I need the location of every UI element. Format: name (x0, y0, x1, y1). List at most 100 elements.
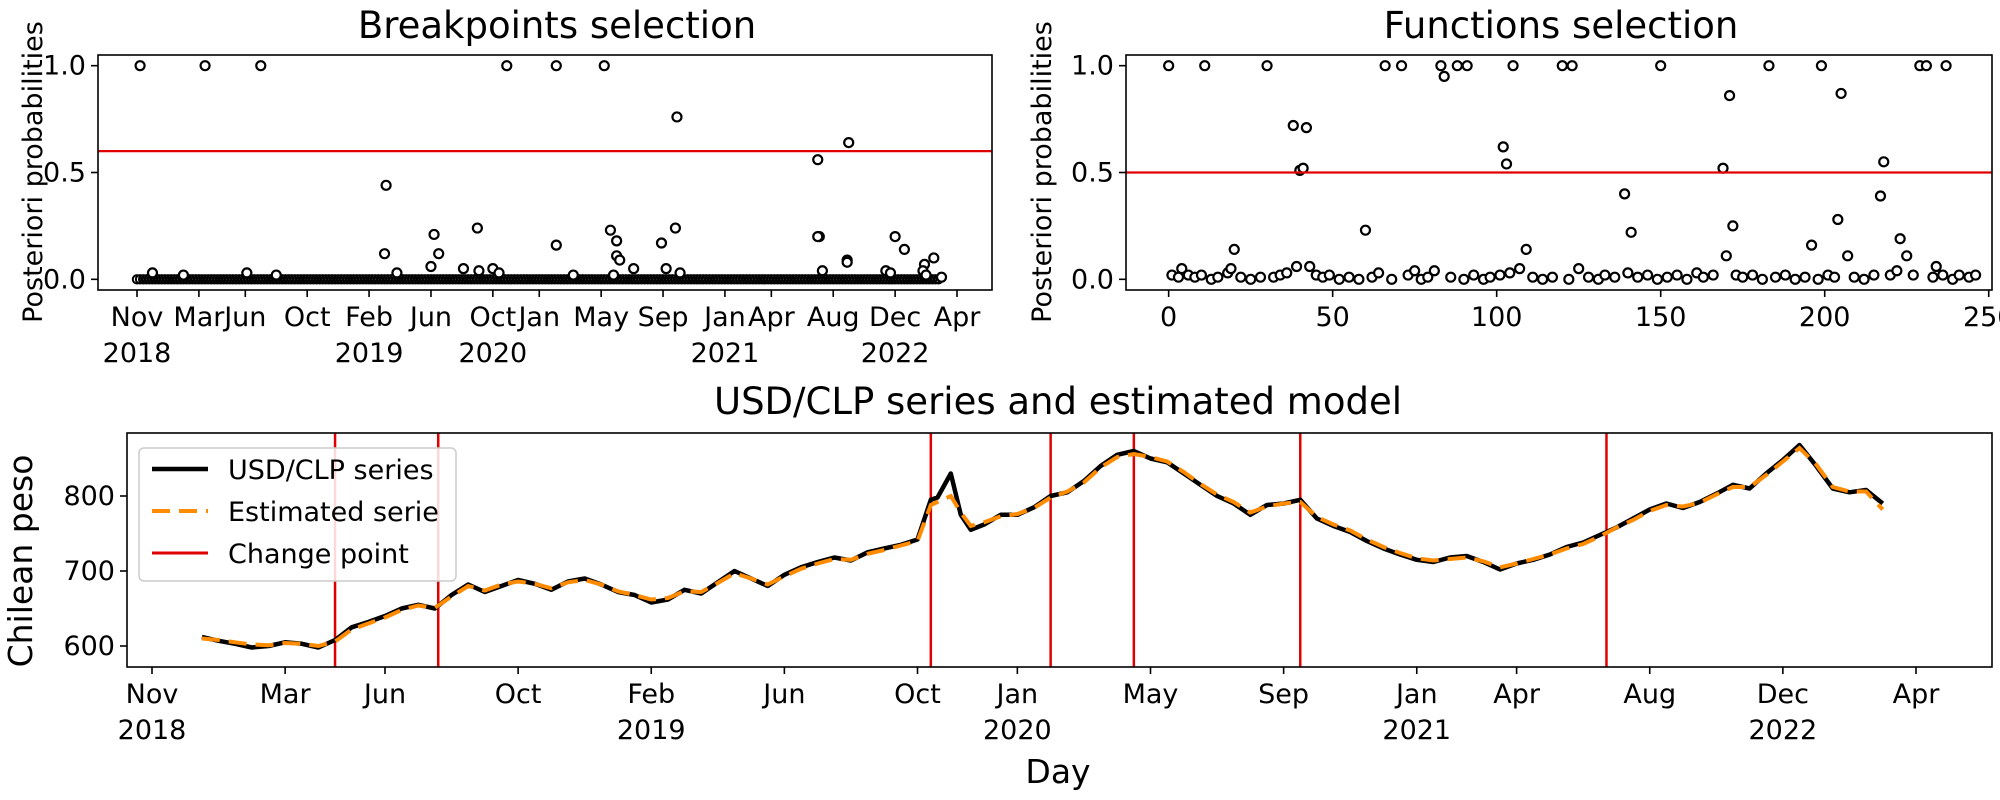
breakpoint-point (671, 111, 683, 123)
breakpoint-point (889, 230, 901, 243)
legend-box (138, 447, 457, 582)
breakpoint-point (473, 265, 485, 277)
function-point (1500, 158, 1513, 170)
breakpoint-point (614, 254, 626, 266)
x-tick-label: 250 (1963, 302, 2000, 333)
breakpoint-point (628, 263, 640, 275)
function-point (1507, 60, 1519, 72)
function-point (1907, 269, 1919, 281)
y-tick-label: 0.5 (1071, 158, 1114, 189)
function-point (1438, 70, 1450, 82)
legend: USD/CLP series Estimated serie Change po… (138, 447, 457, 582)
function-point (1858, 273, 1870, 285)
breakpoint-point (501, 60, 513, 72)
x-tick-year: 2019 (335, 338, 404, 369)
functions-title: Functions selection (1384, 4, 1739, 47)
function-point (1573, 263, 1585, 275)
function-point (1842, 250, 1854, 262)
function-point (1461, 60, 1473, 72)
function-point (1737, 271, 1749, 283)
breakpoint-point (550, 239, 562, 251)
function-point (1868, 269, 1880, 281)
function-point (1359, 224, 1372, 236)
function-point (1372, 267, 1385, 279)
x-tick-label: May (1123, 679, 1179, 710)
function-point (1245, 273, 1257, 285)
x-tick-year: 2021 (691, 338, 760, 369)
breakpoint-point (660, 263, 672, 275)
function-point (1953, 269, 1965, 281)
breakpoint-point (199, 60, 211, 72)
x-tick-label: Mar (260, 679, 312, 710)
breakpoint-point (550, 60, 562, 72)
function-point (1671, 269, 1683, 281)
breakpoint-point (391, 267, 403, 279)
function-point (1536, 273, 1549, 285)
function-point (1582, 271, 1595, 283)
function-point (1254, 271, 1267, 283)
function-point (1619, 188, 1631, 200)
function-point (1504, 267, 1516, 279)
function-point (1891, 265, 1903, 277)
function-point (1261, 60, 1273, 72)
breakpoint-point (567, 269, 579, 281)
legend-label-series: USD/CLP series (228, 455, 434, 486)
x-tick-label: Apr (1893, 679, 1941, 710)
x-tick-label: Dec (1757, 679, 1809, 710)
y-tick-label: 0.5 (43, 158, 86, 189)
x-tick-label: Nov (111, 302, 164, 333)
y-tick-label: 0.0 (43, 264, 86, 295)
breakpoint-point (270, 269, 282, 281)
breakpoints-panel: Breakpoints selection Posteriori probabi… (18, 4, 993, 369)
x-tick-year: 2020 (983, 715, 1052, 746)
function-point (1937, 269, 1949, 281)
function-point (1835, 87, 1847, 100)
function-point (1874, 190, 1887, 202)
function-point (1661, 271, 1673, 283)
function-point (1353, 273, 1365, 285)
breakpoints-title: Breakpoints selection (358, 4, 756, 47)
breakpoint-point (177, 269, 190, 281)
function-point (1281, 267, 1293, 279)
y-tick-label: 1.0 (1071, 51, 1114, 82)
breakpoint-point (812, 154, 824, 166)
function-point (1746, 269, 1759, 281)
breakpoint-point (457, 263, 470, 275)
breakpoint-point (669, 222, 682, 234)
function-point (1225, 263, 1237, 275)
function-point (1930, 260, 1942, 273)
function-point (1812, 273, 1824, 285)
x-tick-year: 2022 (1749, 715, 1818, 746)
x-tick-label: May (573, 302, 629, 333)
x-tick-label: Jan (516, 302, 560, 333)
function-point (1681, 273, 1693, 285)
function-point (1176, 263, 1188, 275)
breakpoint-point (843, 136, 855, 149)
functions-ylabel: Posteriori probabilities (1027, 21, 1058, 323)
function-point (1641, 269, 1654, 281)
breakpoint-point (241, 267, 253, 279)
function-point (1723, 89, 1736, 102)
x-tick-year: 2018 (118, 715, 187, 746)
x-tick-label: 200 (1799, 302, 1851, 333)
x-tick-year: 2020 (458, 338, 527, 369)
breakpoint-point (493, 267, 505, 279)
function-point (1422, 271, 1434, 283)
function-point (1828, 271, 1841, 283)
function-point (1212, 271, 1224, 283)
functions-panel: Functions selection Posteriori probabili… (1027, 4, 2000, 333)
function-point (1297, 162, 1309, 174)
function-point (1894, 233, 1906, 245)
function-point (1484, 271, 1496, 283)
function-point (1199, 60, 1211, 72)
function-point (1520, 243, 1532, 256)
y-tick-label: 600 (63, 631, 115, 662)
function-point (1428, 265, 1440, 277)
function-point (1717, 162, 1729, 174)
x-tick-label: Apr (748, 302, 796, 333)
function-point (1566, 60, 1578, 72)
function-point (1563, 273, 1575, 285)
legend-label-change-point: Change point (228, 539, 409, 570)
function-point (1228, 243, 1240, 256)
